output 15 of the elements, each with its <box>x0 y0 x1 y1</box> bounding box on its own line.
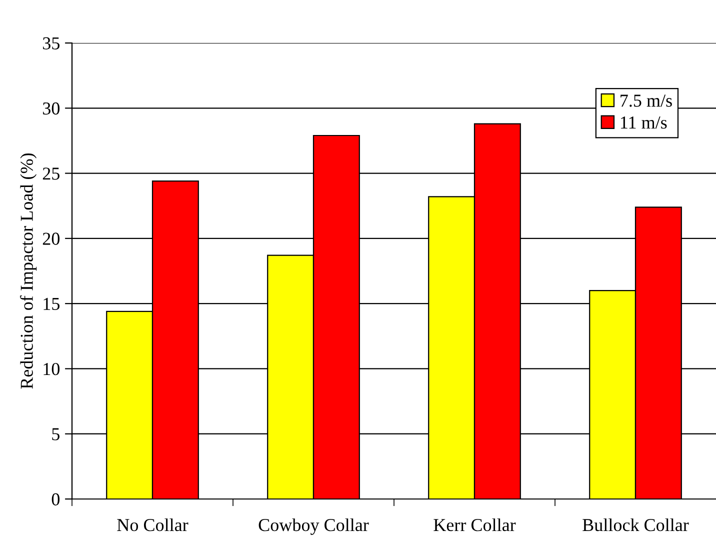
y-tick-label: 15 <box>44 298 60 310</box>
x-tick-label: Cowboy Collar <box>258 518 369 535</box>
legend-label: 7.5 m/s <box>620 94 672 107</box>
y-tick-label: 35 <box>43 37 60 50</box>
y-tick-label: 0 <box>52 493 60 506</box>
y-tick-label: 30 <box>43 102 60 115</box>
x-tick-label: Kerr Collar <box>434 518 516 532</box>
legend-label: 11 m/s <box>620 116 667 129</box>
y-tick-label: 10 <box>44 362 60 376</box>
x-tick-label: Bullock Collar <box>582 518 689 532</box>
y-tick-label: 20 <box>42 232 60 245</box>
x-tick-label: No Collar <box>117 518 188 532</box>
y-tick-label: 25 <box>42 168 60 180</box>
y-tick-label: 5 <box>52 428 60 440</box>
y-axis-title: Reduction of Impactor Load (%) <box>20 153 37 389</box>
